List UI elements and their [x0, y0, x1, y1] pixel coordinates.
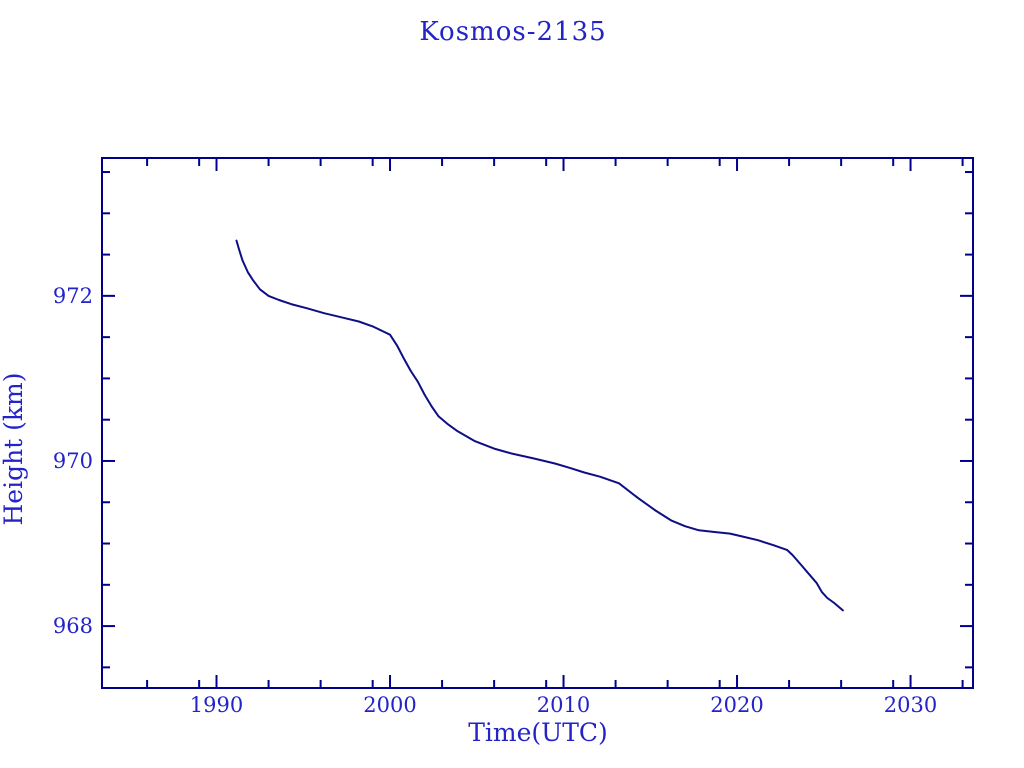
- y-axis-label: Height (km): [0, 372, 28, 525]
- x-tick-label: 2020: [710, 693, 763, 717]
- chart-title: Kosmos-2135: [419, 17, 606, 47]
- x-tick-label: 1990: [190, 693, 243, 717]
- y-tick-label: 968: [53, 614, 93, 638]
- plot-frame: [101, 157, 974, 689]
- x-tick-label: 2010: [537, 693, 590, 717]
- x-axis-label: Time(UTC): [468, 718, 608, 747]
- y-tick-label: 970: [53, 449, 93, 473]
- plot-area: 1990 2000 2010 2020 2030 968 970 972: [53, 157, 974, 717]
- height-curve: [235, 239, 844, 612]
- x-tick-label: 2030: [884, 693, 937, 717]
- x-tick-label: 2000: [363, 693, 416, 717]
- y-tick-label: 972: [53, 284, 93, 308]
